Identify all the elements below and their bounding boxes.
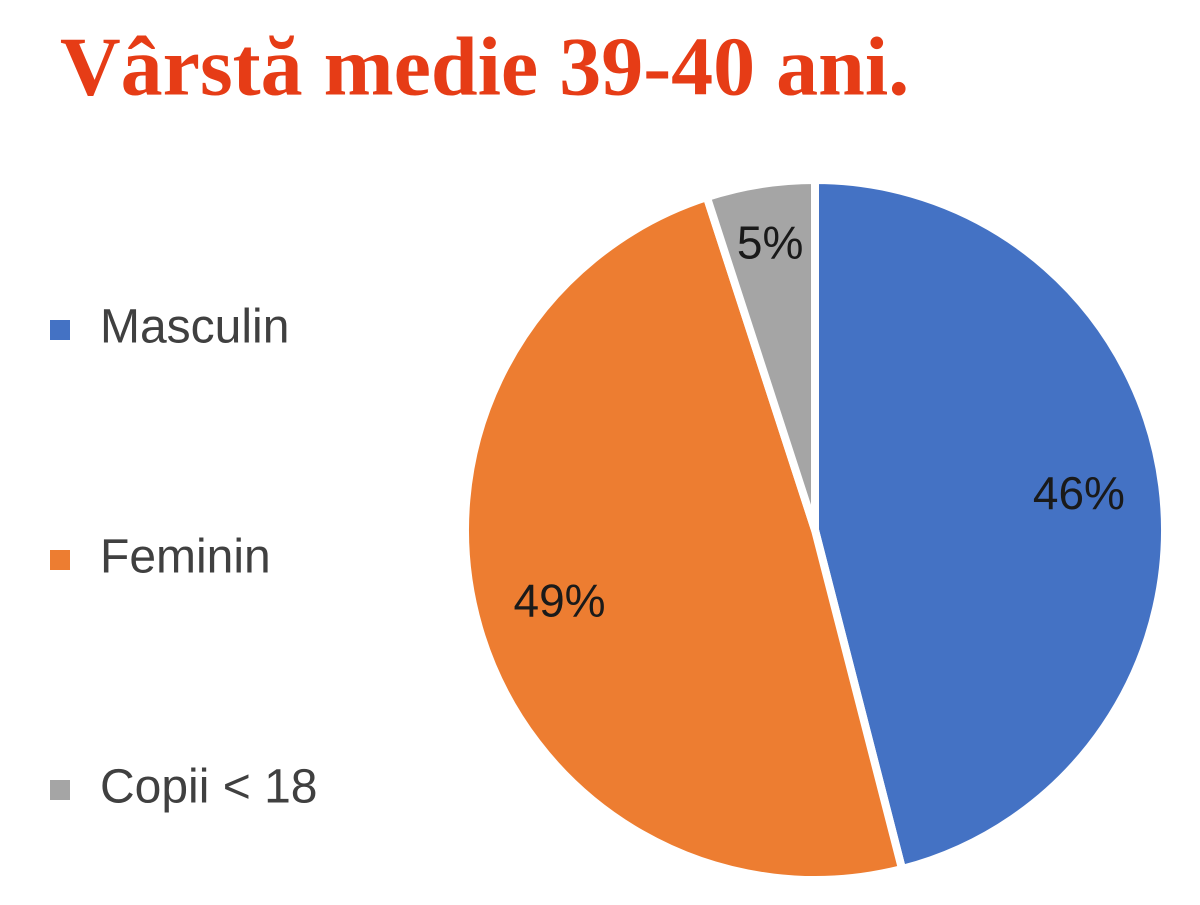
pie-slice — [461, 193, 907, 884]
legend-swatch — [50, 320, 70, 340]
data-label: 46% — [1033, 467, 1125, 519]
legend-text: Masculin — [100, 301, 289, 354]
data-label: 5% — [737, 217, 803, 269]
legend-swatch — [50, 550, 70, 570]
pie-slice — [702, 176, 819, 534]
data-label: 49% — [514, 574, 606, 626]
chart-title: Vârstă medie 39-40 ani. — [60, 20, 909, 113]
legend-text: Copii < 18 — [100, 761, 317, 814]
pie-slice — [811, 176, 1169, 874]
legend-text: Feminin — [100, 531, 271, 584]
legend-swatch — [50, 780, 70, 800]
